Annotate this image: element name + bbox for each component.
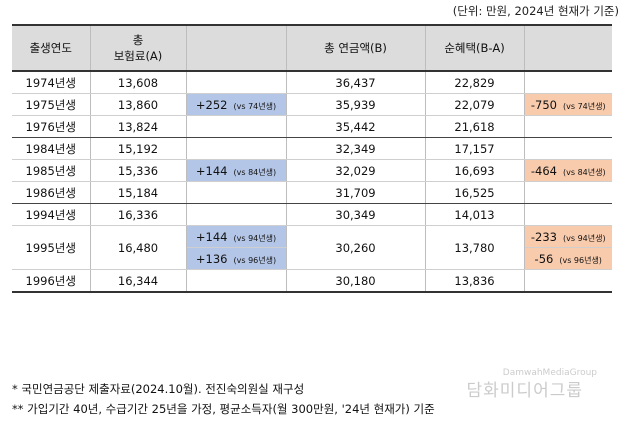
- cell-premium: 13,824: [89, 115, 187, 138]
- cell-premium-diff: [185, 181, 287, 204]
- cell-premium-diff: [185, 71, 287, 94]
- cell-pension: 32,029: [285, 159, 426, 182]
- net-diff-value: -464: [530, 163, 557, 178]
- unit-note: (단위: 만원, 2024년 현재가 기준): [452, 4, 619, 18]
- cell-premium-diff: [185, 269, 287, 293]
- cell-year: 1985년생: [12, 159, 91, 182]
- cell-premium: 15,184: [89, 181, 187, 204]
- premium-diff-value: +144: [195, 163, 228, 178]
- cell-net-diff: [523, 181, 612, 204]
- premium-diff-value: +252: [195, 97, 228, 112]
- cell-year: 1975년생: [12, 93, 91, 116]
- cell-net-diff: -464 (vs 84년생): [523, 159, 612, 182]
- cell-net-diff: [523, 71, 612, 94]
- net-diff-vs: (vs 94년생): [563, 233, 606, 243]
- header-premium: 총 보험료(A): [89, 24, 187, 72]
- cell-net-diff: -233 (vs 94년생): [523, 225, 612, 248]
- cell-premium-diff: +144 (vs 84년생): [185, 159, 287, 182]
- cell-net-diff: -750 (vs 74년생): [523, 93, 612, 116]
- cell-pension: 31,709: [285, 181, 426, 204]
- cell-net-diff: [523, 137, 612, 160]
- cell-year: 1974년생: [12, 71, 91, 94]
- cell-net: 16,693: [424, 159, 525, 182]
- header-net-diff: [523, 24, 612, 72]
- footnote-assumption: ** 가입기간 40년, 수급기간 25년을 가정, 평균소득자(월 300만원…: [12, 402, 435, 416]
- cell-premium: 16,336: [89, 203, 187, 226]
- cell-net: 22,829: [424, 71, 525, 94]
- cell-premium: 13,608: [89, 71, 187, 94]
- premium-diff-vs: (vs 74년생): [233, 101, 277, 111]
- net-diff-value: -56: [534, 251, 554, 266]
- cell-premium-diff: [185, 137, 287, 160]
- cell-pension: 32,349: [285, 137, 426, 160]
- cell-premium-diff: +252 (vs 74년생): [185, 93, 287, 116]
- watermark: 담화미디어그룹: [466, 381, 583, 401]
- cell-premium-diff: +136 (vs 96년생): [186, 247, 287, 270]
- cell-net: 13,836: [424, 269, 525, 293]
- cell-premium: 16,480: [89, 225, 187, 270]
- cell-pension: 30,349: [285, 203, 426, 226]
- table-row: +136 (vs 96년생) -56 (vs 96년생): [12, 247, 612, 270]
- net-diff-vs: (vs 84년생): [563, 167, 606, 177]
- watermark-english: DamwahMediaGroup: [502, 368, 597, 378]
- table-row: 1985년생 15,336 +144 (vs 84년생) 32,029 16,69…: [12, 159, 612, 182]
- cell-premium: 13,860: [89, 93, 187, 116]
- header-premium-line1: 총: [132, 33, 144, 47]
- footnotes: * 국민연금공단 제출자료(2024.10월). 전진숙의원실 재구성 ** 가…: [12, 379, 435, 419]
- cell-premium: 15,336: [89, 159, 187, 182]
- cell-net: 13,780: [424, 225, 525, 270]
- table-row: 1995년생 16,480 +144 (vs 94년생) 30,260 13,78…: [12, 225, 612, 270]
- cell-premium: 16,344: [89, 269, 187, 293]
- net-diff-value: -750: [530, 97, 557, 112]
- premium-diff-value: +144: [195, 229, 228, 244]
- premium-diff-vs: (vs 94년생): [233, 233, 277, 243]
- header-premium-line2: 보험료(A): [113, 49, 163, 63]
- cell-net: 17,157: [424, 137, 525, 160]
- cell-premium-diff: [185, 203, 287, 226]
- table-row: 1975년생 13,860 +252 (vs 74년생) 35,939 22,07…: [12, 93, 612, 116]
- pension-table: 출생연도 총 보험료(A) 총 연금액(B) 순혜택(B-A) 1974년생 1…: [12, 24, 612, 293]
- cell-year: 1994년생: [12, 203, 91, 226]
- cell-net-diff: -56 (vs 96년생): [523, 247, 612, 270]
- cell-net: 22,079: [424, 93, 525, 116]
- table-row: 1976년생 13,824 35,442 21,618: [12, 115, 612, 138]
- table-row: 1986년생 15,184 31,709 16,525: [12, 181, 612, 204]
- cell-premium-diff: +144 (vs 94년생): [185, 225, 287, 248]
- cell-net-diff: [523, 203, 612, 226]
- cell-year: 1976년생: [12, 115, 91, 138]
- table-row: 1994년생 16,336 30,349 14,013: [12, 203, 612, 226]
- header-pension: 총 연금액(B): [285, 24, 426, 72]
- cell-pension: 36,437: [285, 71, 426, 94]
- cell-net-diff: [523, 269, 612, 293]
- premium-diff-value: +136: [195, 251, 228, 266]
- cell-premium: 15,192: [89, 137, 187, 160]
- net-diff-value: -233: [530, 229, 557, 244]
- header-premium-diff: [185, 24, 287, 72]
- table-header-row: 출생연도 총 보험료(A) 총 연금액(B) 순혜택(B-A): [12, 24, 612, 72]
- cell-net: 21,618: [424, 115, 525, 138]
- cell-year: 1984년생: [12, 137, 91, 160]
- table-row: 1984년생 15,192 32,349 17,157: [12, 137, 612, 160]
- cell-net: 16,525: [424, 181, 525, 204]
- cell-pension: 35,442: [285, 115, 426, 138]
- cell-year: 1995년생: [12, 225, 91, 270]
- header-birth-year: 출생연도: [12, 24, 91, 72]
- cell-pension: 30,180: [285, 269, 426, 293]
- header-net-benefit: 순혜택(B-A): [424, 24, 525, 72]
- table-row: 1996년생 16,344 30,180 13,836: [12, 269, 612, 293]
- premium-diff-vs: (vs 96년생): [233, 255, 277, 265]
- cell-pension: 35,939: [285, 93, 426, 116]
- table-row: 1974년생 13,608 36,437 22,829: [12, 71, 612, 94]
- cell-year: 1986년생: [12, 181, 91, 204]
- premium-diff-vs: (vs 84년생): [233, 167, 277, 177]
- net-diff-vs: (vs 74년생): [563, 101, 606, 111]
- cell-pension: 30,260: [285, 225, 426, 270]
- footnote-source: * 국민연금공단 제출자료(2024.10월). 전진숙의원실 재구성: [12, 382, 305, 396]
- cell-net: 14,013: [424, 203, 525, 226]
- cell-net-diff: [523, 115, 612, 138]
- net-diff-vs: (vs 96년생): [559, 255, 602, 265]
- cell-year: 1996년생: [12, 269, 91, 293]
- cell-premium-diff: [185, 115, 287, 138]
